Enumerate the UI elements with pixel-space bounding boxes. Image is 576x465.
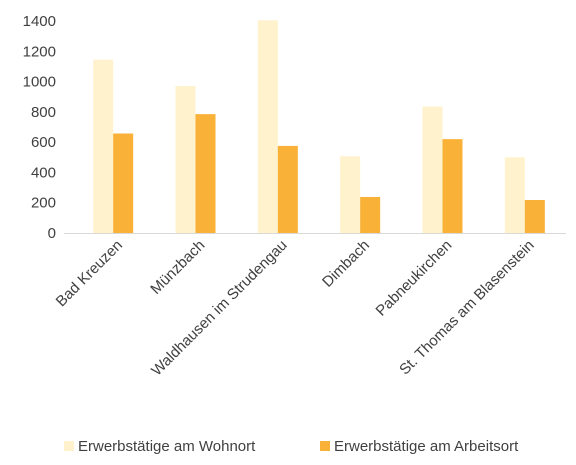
bar-wohnort [422, 106, 443, 233]
bar-wohnort [93, 59, 114, 233]
bar-arbeitsort [360, 196, 381, 233]
legend-swatch [64, 441, 74, 451]
legend: Erwerbstätige am Wohnort Erwerbstätige am… [64, 438, 519, 455]
y-tick-label: 0 [48, 225, 56, 242]
bar-arbeitsort [277, 145, 298, 233]
y-tick-label: 200 [31, 195, 56, 212]
bars [93, 20, 545, 233]
x-tick-label: Dimbach [319, 237, 373, 291]
y-tick-label: 800 [31, 104, 56, 121]
legend-swatch [320, 441, 330, 451]
x-tick-label: Pabneukirchen [373, 237, 456, 320]
y-tick-label: 1200 [23, 43, 56, 60]
bar-arbeitsort [524, 199, 545, 233]
bar-arbeitsort [195, 114, 216, 233]
legend-label: Erwerbstätige am Wohnort [78, 438, 256, 455]
bar-arbeitsort [442, 139, 463, 233]
bar-wohnort [257, 20, 278, 233]
bar-arbeitsort [113, 133, 134, 233]
y-tick-label: 400 [31, 164, 56, 181]
x-tick-label: Münzbach [147, 237, 208, 298]
y-axis-ticks: 0 200 400 600 800 1000 1200 1400 [23, 13, 56, 242]
x-tick-label: St. Thomas am Blasenstein [396, 237, 538, 379]
bar-wohnort [340, 156, 361, 233]
bar-wohnort [175, 86, 196, 233]
bar-wohnort [504, 157, 525, 233]
y-tick-label: 1400 [23, 13, 56, 30]
y-tick-label: 600 [31, 134, 56, 151]
x-tick-label: Bad Kreuzen [53, 237, 126, 310]
legend-label: Erwerbstätige am Arbeitsort [334, 438, 519, 455]
y-tick-label: 1000 [23, 74, 56, 91]
x-tick-label: Waldhausen im Strudengau [148, 237, 291, 380]
